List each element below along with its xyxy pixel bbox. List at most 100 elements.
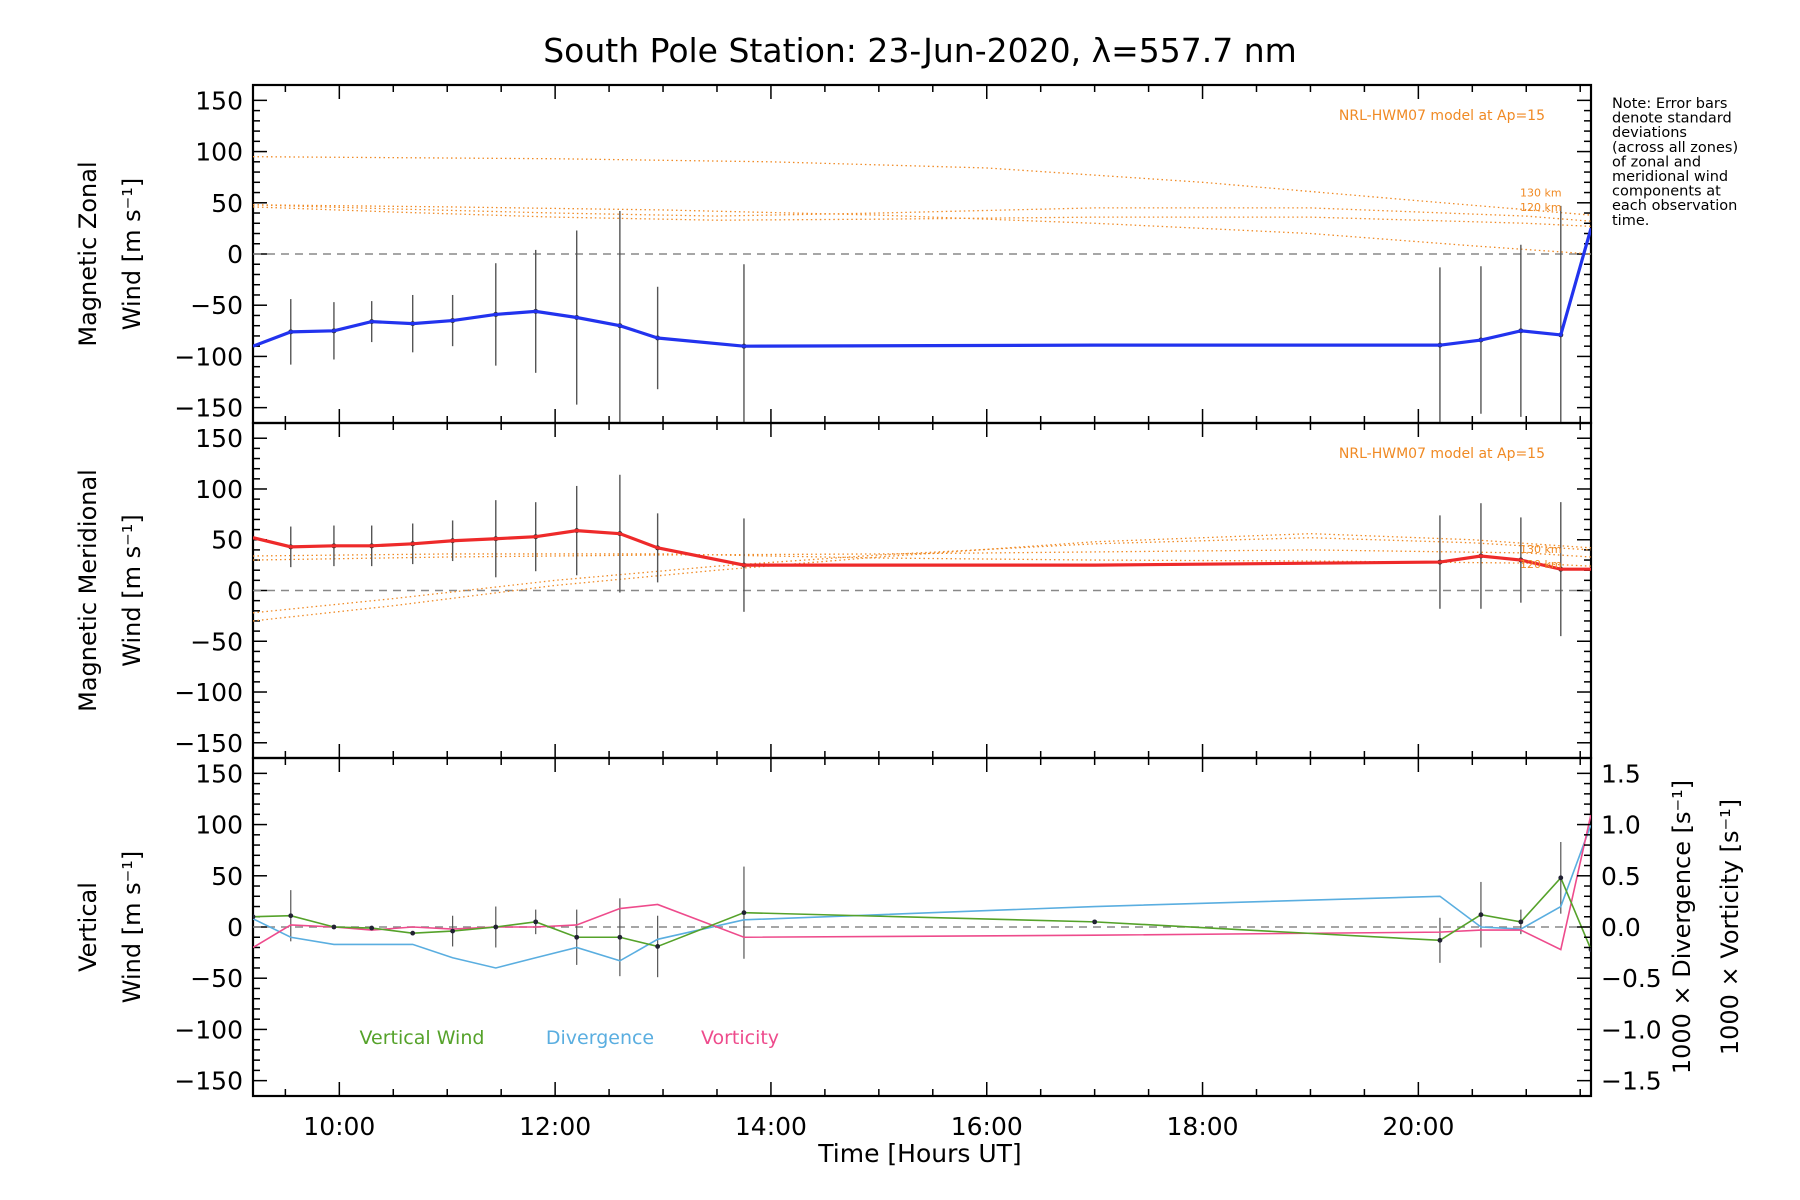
- y-tick-label: 150: [195, 86, 243, 115]
- y-tick-label: −100: [174, 1015, 243, 1044]
- obs-point: [1437, 937, 1443, 943]
- obs-point: [253, 914, 256, 920]
- legend-item-1: Vertical Wind: [360, 1027, 485, 1049]
- y-tick-label: −50: [190, 964, 243, 993]
- model-label: NRL-HWM07 model at Ap=15: [1339, 108, 1545, 124]
- y-tick-label: 50: [211, 526, 243, 555]
- obs-point: [1092, 919, 1098, 925]
- note-line: of zonal and: [1612, 154, 1701, 170]
- note-line: denote standard: [1612, 111, 1732, 127]
- obs-point: [655, 944, 661, 949]
- obs-point: [533, 919, 539, 925]
- obs-point: [493, 924, 499, 930]
- obs-point: [288, 913, 294, 919]
- y-axis-label: Magnetic Meridional: [74, 469, 102, 712]
- obs-point: [369, 925, 375, 931]
- y-tick-label: −50: [190, 627, 243, 656]
- y-tick-label: 0: [227, 240, 243, 269]
- y-tick-label: 150: [195, 759, 243, 788]
- right-tick-label: −1.0: [1601, 1015, 1662, 1044]
- vertical-wind-panel: 150 100 50 0 −50 −100 −150 10:00 12:00 14:00 16:00…: [74, 756, 1744, 1141]
- y-tick-label: −150: [174, 394, 243, 423]
- legend-item-3: Vorticity: [701, 1027, 779, 1049]
- x-tick-label: 20:00: [1382, 1112, 1454, 1141]
- obs-point: [331, 924, 337, 930]
- data-layer: [253, 156, 1591, 423]
- right-tick-label: 1.0: [1601, 811, 1641, 840]
- note-line: (across all zones): [1612, 140, 1738, 156]
- x-tick-label: 14:00: [735, 1112, 807, 1141]
- x-tick-label: 18:00: [1167, 1112, 1239, 1141]
- model-curve: [253, 204, 1591, 222]
- model-curve: [253, 206, 1591, 227]
- model-curve: [253, 533, 1591, 622]
- vorticity-line: [253, 814, 1591, 951]
- y-tick-label: 0: [227, 913, 243, 942]
- x-tick-label: 10:00: [303, 1112, 375, 1141]
- y-tick-label: −50: [190, 291, 243, 320]
- y-tick-label: −150: [174, 1067, 243, 1096]
- data-layer: [253, 474, 1591, 637]
- note-line: time.: [1612, 213, 1649, 229]
- model-label: NRL-HWM07 model at Ap=15: [1339, 446, 1545, 462]
- meridional-wind-line: [253, 528, 1591, 571]
- zonal-wind-panel: 150 100 50 0 −50 −100 −150 Magnetic Zonal Wind […: [74, 83, 1593, 425]
- vertical-wind-line: [253, 876, 1591, 950]
- y-tick-label: 100: [195, 475, 243, 504]
- zonal-wind-line: [253, 227, 1591, 348]
- obs-point: [410, 930, 416, 936]
- km-label-130: 130 km: [1520, 187, 1562, 200]
- model-curve: [253, 537, 1591, 614]
- right-tick-label: 0.0: [1601, 913, 1641, 942]
- y-tick-label: 150: [195, 424, 243, 453]
- obs-point: [1558, 875, 1564, 881]
- obs-point: [1478, 912, 1484, 918]
- y-tick-label: 50: [211, 189, 243, 218]
- km-label-120: 120 km: [1520, 558, 1562, 571]
- y-axis-label-unit: Wind [m s⁻¹]: [118, 178, 146, 330]
- obs-point: [1588, 947, 1591, 952]
- right-tick-label: −1.5: [1601, 1067, 1662, 1096]
- km-label-130: 130 km: [1520, 543, 1562, 556]
- y-axis-label: Vertical: [74, 882, 102, 972]
- figure-title: South Pole Station: 23-Jun-2020, λ=557.7…: [543, 31, 1297, 70]
- note-line: components at: [1612, 184, 1721, 200]
- right-tick-label: 0.5: [1601, 862, 1641, 891]
- y-tick-label: −100: [174, 342, 243, 371]
- model-curve: [253, 156, 1591, 216]
- divergence-line: [253, 824, 1591, 969]
- divergence-axis-label: 1000 × Divergence [s⁻¹]: [1668, 780, 1696, 1074]
- y-axis-label-unit: Wind [m s⁻¹]: [118, 851, 146, 1003]
- note-line: Note: Error bars: [1612, 96, 1727, 112]
- meridional-wind-panel: 150 100 50 0 −50 −100 −150 Magnetic Meridional W…: [74, 421, 1593, 760]
- right-tick-label: −0.5: [1601, 964, 1662, 993]
- y-axis-label: Magnetic Zonal: [74, 161, 102, 346]
- y-tick-label: −100: [174, 678, 243, 707]
- note-line: each observation: [1612, 198, 1737, 214]
- note-line: meridional wind: [1612, 169, 1728, 185]
- vorticity-axis-label: 1000 × Vorticity [s⁻¹]: [1716, 799, 1744, 1055]
- model-curve: [253, 553, 1591, 567]
- y-tick-label: 100: [195, 138, 243, 167]
- obs-point: [741, 910, 747, 916]
- data-layer: [253, 814, 1591, 978]
- right-tick-label: 1.5: [1601, 759, 1641, 788]
- obs-point: [1518, 919, 1524, 925]
- obs-point: [574, 934, 580, 940]
- x-tick-label: 16:00: [951, 1112, 1023, 1141]
- note-line: deviations: [1612, 125, 1687, 141]
- obs-point: [617, 934, 623, 940]
- model-curve: [253, 549, 1591, 561]
- y-tick-label: 50: [211, 862, 243, 891]
- km-label-120: 120 km: [1520, 201, 1562, 214]
- obs-point: [450, 928, 456, 934]
- y-axis-label-unit: Wind [m s⁻¹]: [118, 514, 146, 666]
- x-axis-label: Time [Hours UT]: [817, 1139, 1021, 1168]
- model-curve: [253, 204, 1591, 255]
- y-tick-label: 0: [227, 577, 243, 606]
- y-tick-label: −150: [174, 729, 243, 758]
- y-tick-label: 100: [195, 811, 243, 840]
- x-tick-label: 12:00: [519, 1112, 591, 1141]
